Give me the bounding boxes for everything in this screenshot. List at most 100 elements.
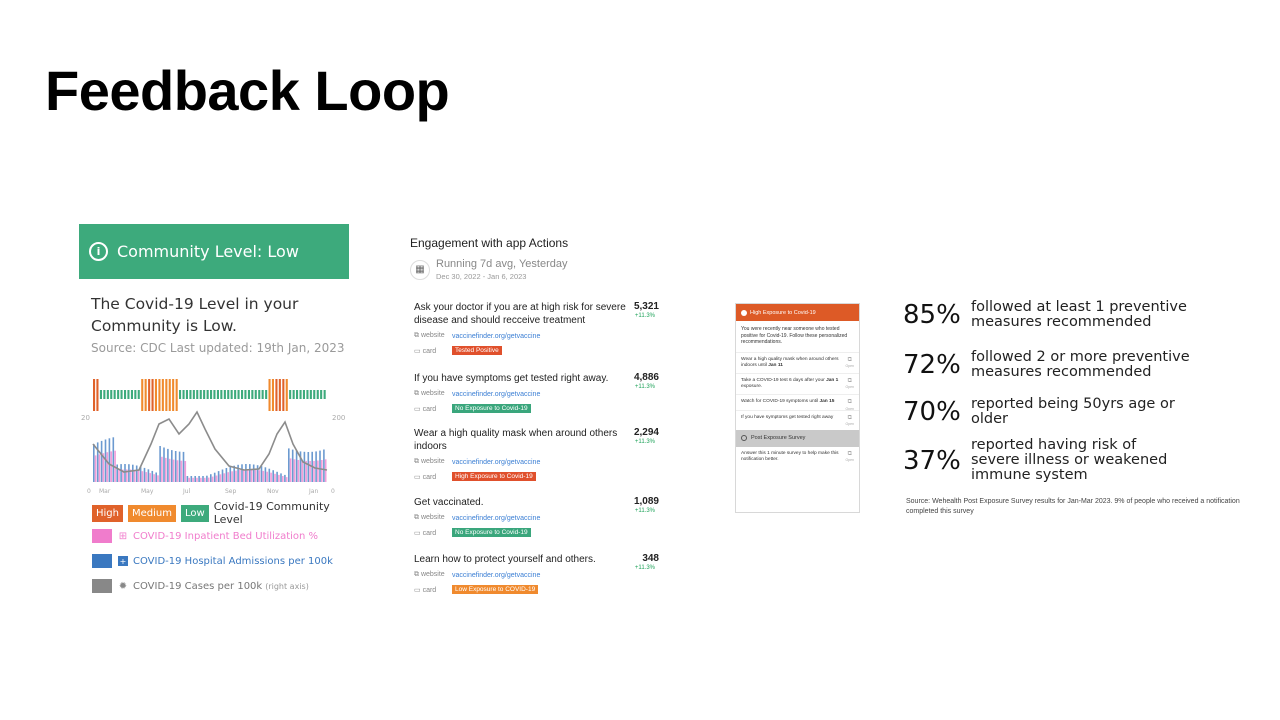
action-card-row: ▭ card No Exposure to Covid-19 [414, 528, 659, 537]
hospital-admissions-bar [245, 464, 247, 482]
recommendation-suffix: exposure. [741, 384, 763, 390]
open-link-icon[interactable]: ⧉ Open [845, 399, 854, 411]
recommendation-row[interactable]: Watch for COVID-19 symptoms until Jan 15… [736, 394, 859, 411]
hospital-admissions-bar [233, 465, 235, 482]
hospital-admissions-bar [100, 440, 103, 482]
bed-utilization-bar [227, 472, 229, 482]
hospital-admissions-bar [307, 452, 310, 482]
community-level-mark [227, 390, 230, 399]
community-level-mark [172, 379, 175, 411]
recommendation-row[interactable]: If you have symptoms get tested right aw… [736, 409, 859, 426]
community-headline: The Covid-19 Level in your Community is … [91, 293, 349, 337]
website-label: website [420, 332, 445, 339]
open-label: Open [845, 457, 854, 462]
community-level-mark [110, 390, 113, 399]
bed-utilization-bar [196, 477, 198, 482]
bed-utilization-bar [254, 469, 257, 482]
recommendation-row[interactable]: Wear a high quality mask when around oth… [736, 351, 859, 373]
website-label: website [420, 571, 445, 578]
hospital-admissions-bar [159, 446, 161, 482]
action-text: Wear a high quality mask when around oth… [414, 428, 618, 452]
hospital-admissions-bar [186, 476, 189, 482]
headline-line-2: Community is Low. [91, 317, 237, 335]
bed-utilization-bar [239, 470, 241, 482]
survey-icon [741, 435, 747, 442]
open-link-icon[interactable]: ⧉ Open [845, 356, 854, 368]
community-level-mark [93, 379, 96, 411]
link-icon: ⧉ [414, 571, 421, 578]
recommendation-date: Jan 15 [819, 399, 835, 405]
hospital-admissions-bar [237, 464, 239, 482]
community-level-mark [199, 390, 202, 399]
bed-utilization-bar [235, 470, 237, 482]
stat-percent: 72% [903, 350, 961, 380]
community-level-mark [216, 390, 219, 399]
hospital-admissions-bar [319, 450, 321, 482]
hospital-admissions-bar [147, 469, 150, 482]
open-link-icon[interactable]: ⧉ Open [845, 377, 854, 390]
open-link-icon[interactable]: ⧉ Open [845, 414, 854, 426]
card-label: card [422, 405, 437, 413]
community-level-header: i Community Level: Low [79, 224, 349, 279]
action-link[interactable]: vaccinefinder.org/getvaccine [452, 390, 541, 398]
community-level-mark [168, 379, 171, 411]
survey-header-title: Post Exposure Survey [751, 435, 806, 442]
action-website-row: ⧉ website vaccinefinder.org/getvaccine [414, 514, 659, 522]
community-level-mark [302, 390, 305, 399]
website-label: website [420, 390, 445, 397]
bed-utilization-bar [282, 476, 284, 482]
engagement-action-item[interactable]: Ask your doctor if you are at high risk … [414, 301, 659, 355]
community-level-mark [161, 379, 164, 411]
exposure-header-title: High Exposure to Covid-19 [750, 309, 816, 316]
bed-utilization-bar [153, 474, 155, 482]
engagement-action-item[interactable]: Get vaccinated. 1,089 +11.3% ⧉ website vacci… [414, 496, 659, 537]
community-level-mark [258, 390, 261, 399]
bed-utilization-bar [188, 477, 190, 482]
hospital-admissions-bar [256, 465, 259, 482]
date-range-selector[interactable]: ▦ Running 7d avg, Yesterday Dec 30, 2022… [410, 258, 660, 281]
community-level-mark [203, 390, 206, 399]
bed-utilization-bar [106, 452, 109, 482]
community-level-legend: High Medium Low Covid-19 Community Level [92, 500, 349, 526]
stat-item: 70% reported being 50yrs age or older [903, 397, 1211, 428]
recommendation-text: Take a COVID-19 test 6 days after your [741, 377, 825, 383]
community-level-mark [323, 390, 326, 399]
engagement-action-item[interactable]: If you have symptoms get tested right aw… [414, 372, 659, 413]
recommendation-row[interactable]: Take a COVID-19 test 6 days after your J… [736, 372, 859, 394]
community-level-mark [185, 390, 188, 399]
community-level-mark [285, 379, 288, 411]
open-link-icon[interactable]: ⧉ Open [845, 450, 854, 462]
card-label: card [422, 347, 437, 355]
stat-text: reported having risk of severe illness o… [971, 437, 1168, 483]
action-link[interactable]: vaccinefinder.org/getvaccine [452, 571, 541, 579]
action-link[interactable]: vaccinefinder.org/getvaccine [452, 332, 541, 340]
action-link[interactable]: vaccinefinder.org/getvaccine [452, 458, 541, 466]
month-label: Jan [308, 488, 318, 495]
legend-suffix: (right axis) [265, 581, 309, 591]
website-label: website [420, 458, 445, 465]
survey-row[interactable]: Answer this 1 minute survey to help make… [736, 447, 859, 467]
action-tag: Tested Positive [452, 346, 502, 355]
hospital-admissions-bar [135, 465, 138, 482]
engagement-action-item[interactable]: Wear a high quality mask when around oth… [414, 427, 659, 481]
action-text: If you have symptoms get tested right aw… [414, 373, 609, 384]
hospital-admissions-bar [167, 448, 169, 482]
bed-utilization-bar [270, 472, 272, 482]
bed-utilization-bar [145, 472, 148, 482]
bed-utilization-bar [258, 470, 261, 482]
community-level-mark [254, 390, 257, 399]
link-icon: ⧉ [414, 332, 421, 339]
stat-text: followed at least 1 preventive measures … [971, 299, 1187, 330]
hospital-admissions-bar [194, 476, 196, 482]
slide-title: Feedback Loop [45, 59, 450, 122]
action-link[interactable]: vaccinefinder.org/getvaccine [452, 514, 541, 522]
bed-utilization-bar [133, 469, 136, 482]
stat-percent: 37% [903, 445, 961, 476]
recommendation-date: Jan 11 [768, 362, 783, 368]
hospital-admissions-bar [315, 451, 317, 482]
hospital-admissions-bar [291, 449, 294, 482]
bed-utilization-bar [137, 470, 140, 482]
engagement-action-item[interactable]: Learn how to protect yourself and others… [414, 553, 659, 594]
community-level-mark [124, 390, 127, 399]
engagement-title: Engagement with app Actions [410, 236, 569, 250]
